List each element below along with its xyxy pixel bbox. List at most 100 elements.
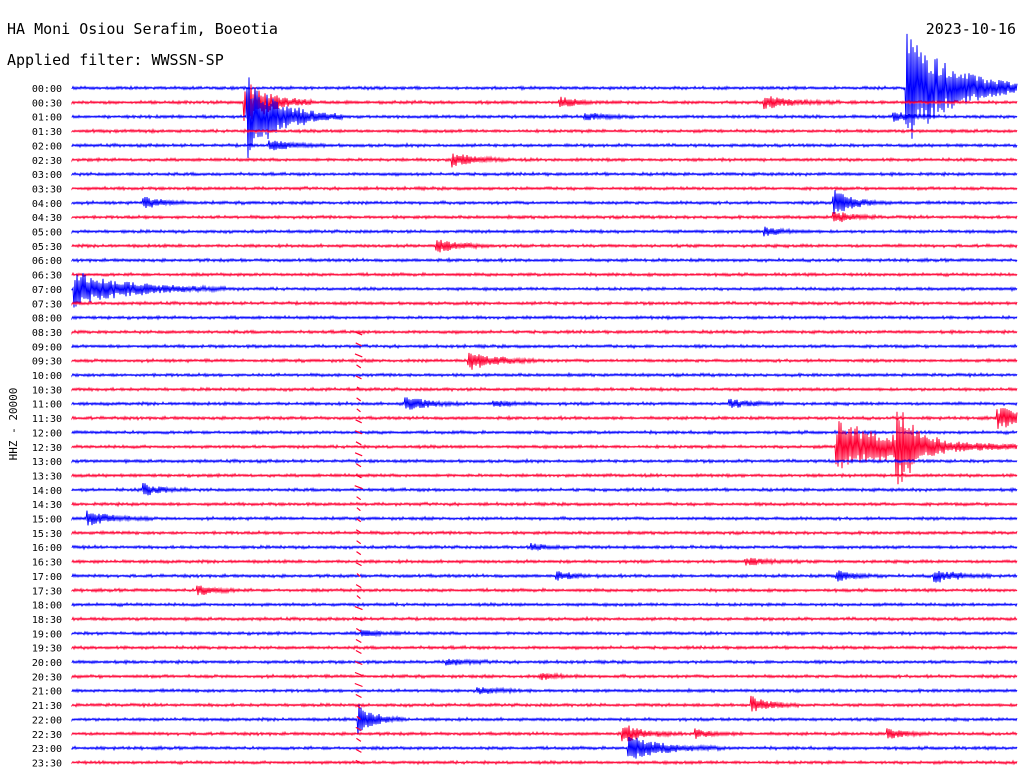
row-time-label: 03:00 [32, 170, 62, 181]
row-time-label: 00:00 [32, 84, 62, 95]
row-time-label: 17:30 [32, 586, 62, 597]
row-time-label: 13:00 [32, 457, 62, 468]
trace-row-1430 [71, 501, 1018, 508]
row-time-label: 13:30 [32, 471, 62, 482]
trace-row-0600 [71, 256, 1018, 264]
row-time-label: 09:30 [32, 357, 62, 368]
row-time-label: 04:00 [32, 199, 62, 210]
trace-row-2330 [71, 759, 1018, 766]
row-time-label: 03:30 [32, 184, 62, 195]
row-time-label: 17:00 [32, 572, 62, 583]
trace-row-1100 [71, 397, 1018, 410]
trace-row-2130 [71, 695, 1018, 712]
trace-row-1800 [71, 601, 1018, 608]
trace-row-1300 [71, 457, 1018, 465]
trace-row-1200 [71, 429, 1018, 436]
row-time-label: 09:00 [32, 342, 62, 353]
row-time-label: 10:30 [32, 385, 62, 396]
row-time-label: 07:00 [32, 285, 62, 296]
row-time-label: 00:30 [32, 98, 62, 109]
trace-row-1700 [71, 570, 1018, 583]
row-time-label: 22:30 [32, 730, 62, 741]
row-time-label: 16:30 [32, 558, 62, 569]
row-time-label: 01:00 [32, 113, 62, 124]
row-time-label: 14:00 [32, 486, 62, 497]
trace-row-2030 [71, 672, 1018, 681]
trace-row-0330 [71, 185, 1018, 192]
row-time-label: 21:30 [32, 701, 62, 712]
trace-row-0000 [71, 33, 1018, 139]
row-time-label: 07:30 [32, 299, 62, 310]
row-time-label: 23:00 [32, 744, 62, 755]
trace-row-1130 [71, 408, 1018, 429]
row-time-label: 21:00 [32, 687, 62, 698]
row-time-label: 11:30 [32, 414, 62, 425]
trace-row-0430 [71, 212, 1018, 223]
trace-row-0800 [71, 314, 1018, 321]
trace-row-1530 [71, 529, 1018, 536]
trace-row-0900 [71, 343, 1018, 350]
row-time-label: 06:30 [32, 271, 62, 282]
trace-row-0530 [71, 239, 1018, 253]
row-time-label: 05:30 [32, 242, 62, 253]
trace-row-2000 [71, 658, 1018, 667]
trace-row-0100 [71, 77, 1018, 158]
row-time-label: 02:00 [32, 141, 62, 152]
row-time-label: 05:00 [32, 228, 62, 239]
row-time-label: 04:30 [32, 213, 62, 224]
row-time-label: 20:30 [32, 672, 62, 683]
row-time-label: 06:00 [32, 256, 62, 267]
row-time-label: 08:30 [32, 328, 62, 339]
trace-row-1400 [71, 483, 1018, 496]
channel-axis-label: HHZ - 20000 [7, 388, 20, 461]
trace-row-0500 [71, 226, 1018, 237]
filter-label: Applied filter: WWSSN-SP [7, 51, 224, 69]
trace-row-0730 [71, 300, 1018, 307]
trace-row-2200 [71, 704, 1018, 735]
trace-row-0130 [71, 128, 1018, 135]
row-time-label: 14:30 [32, 500, 62, 511]
row-time-label: 18:00 [32, 601, 62, 612]
trace-row-0930 [71, 352, 1018, 370]
trace-row-0630 [71, 271, 1018, 278]
large-event-trace [354, 331, 363, 764]
row-time-label: 18:30 [32, 615, 62, 626]
row-time-label: 20:00 [32, 658, 62, 669]
trace-layer [71, 33, 1018, 766]
trace-row-1900 [71, 629, 1018, 638]
row-time-label: 12:00 [32, 428, 62, 439]
row-time-label: 02:30 [32, 156, 62, 167]
row-time-label: 15:00 [32, 515, 62, 526]
trace-row-2230 [71, 725, 1018, 742]
trace-row-0200 [71, 140, 1018, 151]
date-label: 2023-10-16 [925, 20, 1016, 38]
trace-row-1930 [71, 644, 1018, 651]
trace-row-1330 [71, 472, 1018, 479]
trace-row-1230 [71, 411, 1018, 485]
trace-row-1000 [71, 371, 1018, 379]
trace-row-0700 [71, 272, 1018, 308]
row-time-label: 10:00 [32, 371, 62, 382]
row-time-label: 16:00 [32, 543, 62, 554]
station-title: HA Moni Osiou Serafim, Boeotia [7, 20, 278, 38]
trace-row-0830 [71, 328, 1018, 336]
trace-row-0230 [71, 153, 1018, 168]
row-label-layer: 00:00 00:30 01:00 01:30 02:00 02:30 03:00 03:30… [32, 84, 62, 769]
trace-row-1600 [71, 543, 1018, 552]
trace-row-2100 [71, 686, 1018, 695]
trace-row-1030 [71, 386, 1018, 393]
trace-row-2300 [71, 736, 1018, 759]
row-time-label: 11:00 [32, 400, 62, 411]
trace-row-0030 [71, 84, 1018, 124]
trace-row-1830 [71, 615, 1018, 623]
trace-row-0300 [71, 170, 1018, 178]
trace-row-1730 [71, 585, 1018, 596]
row-time-label: 23:30 [32, 758, 62, 769]
row-time-label: 19:30 [32, 644, 62, 655]
row-time-label: 08:00 [32, 314, 62, 325]
row-time-label: 12:30 [32, 443, 62, 454]
trace-row-0400 [71, 190, 1018, 214]
row-time-label: 15:30 [32, 529, 62, 540]
trace-row-1630 [71, 557, 1018, 566]
